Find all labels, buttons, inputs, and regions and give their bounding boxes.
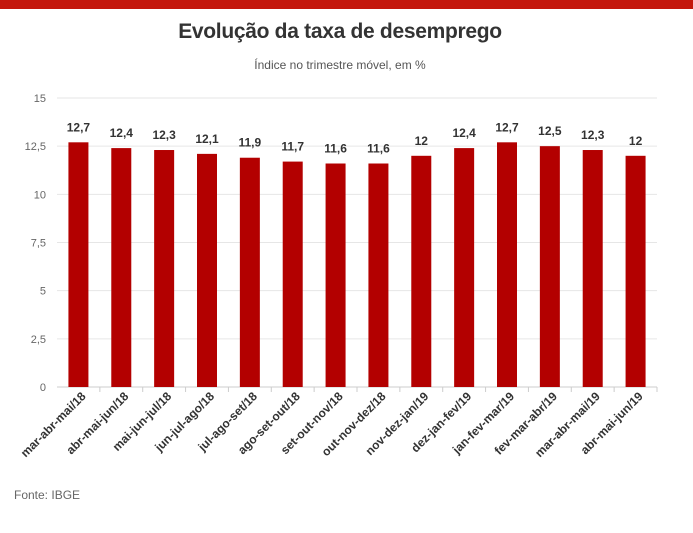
chart-title: Evolução da taxa de desemprego (178, 20, 502, 43)
source-note: Fonte: IBGE (14, 488, 81, 502)
bar (282, 161, 303, 387)
y-tick-label: 7,5 (31, 238, 46, 250)
bar (539, 146, 560, 387)
data-label: 12,4 (452, 126, 476, 140)
bar (625, 155, 646, 387)
y-tick-label: 10 (34, 189, 46, 201)
bar (411, 155, 432, 387)
bar (454, 148, 475, 387)
y-tick-label: 5 (40, 286, 46, 298)
data-label: 12,4 (110, 126, 134, 140)
data-label: 12,3 (581, 128, 605, 142)
bar (154, 150, 175, 387)
data-label: 11,6 (367, 142, 390, 156)
bar (68, 142, 89, 387)
data-label: 12,7 (67, 120, 91, 134)
bar (497, 142, 517, 387)
bar (197, 153, 217, 387)
data-label: 11,7 (281, 140, 304, 154)
data-label: 12,3 (152, 128, 176, 142)
bar (239, 157, 260, 387)
bar (368, 163, 389, 387)
y-tick-label: 12,5 (25, 141, 46, 153)
data-label: 12,7 (495, 120, 519, 134)
bar (111, 148, 132, 387)
bar (325, 163, 346, 387)
chart-subtitle: Índice no trimestre móvel, em % (254, 58, 426, 72)
data-label: 12 (629, 134, 643, 148)
data-label: 11,9 (239, 136, 262, 150)
y-tick-label: 0 (40, 382, 46, 394)
data-label: 12,1 (195, 132, 219, 146)
data-label: 12 (415, 134, 429, 148)
data-label: 12,5 (538, 124, 562, 138)
bar (582, 150, 603, 387)
top-accent-bar (0, 0, 693, 9)
y-tick-label: 2,5 (31, 334, 46, 346)
data-label: 11,6 (324, 142, 347, 156)
y-tick-label: 15 (34, 93, 46, 105)
